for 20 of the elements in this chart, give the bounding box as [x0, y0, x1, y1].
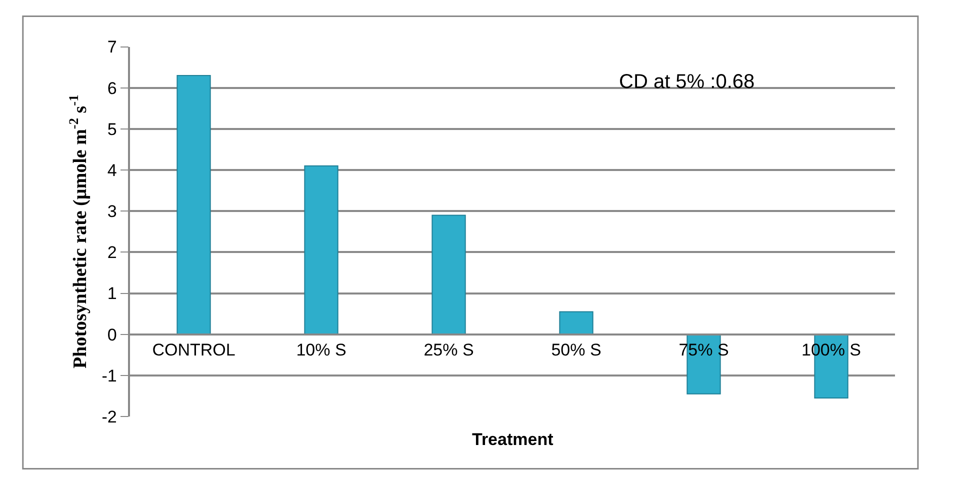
x-tick-label: 25% S	[424, 340, 474, 360]
y-tick-label: 3	[107, 202, 117, 222]
annotation: CD at 5% :0.68	[619, 71, 755, 93]
y-tick-label: -2	[102, 407, 117, 426]
bar	[176, 75, 211, 335]
x-axis-title: Treatment	[472, 430, 554, 449]
y-tick-label: 7	[107, 38, 117, 57]
y-tick-label: 4	[107, 160, 117, 180]
y-tick-label: 2	[107, 243, 117, 262]
y-tick-label: 1	[107, 284, 117, 304]
x-tick-label: 50% S	[551, 340, 602, 360]
bar	[304, 165, 338, 335]
y-tick-label: 5	[107, 120, 117, 139]
x-tick-label: CONTROL	[152, 340, 236, 360]
y-tick-label: 6	[107, 78, 117, 98]
bar	[559, 311, 594, 335]
bar	[432, 214, 466, 335]
y-tick-label: -1	[102, 366, 117, 386]
y-tick-label: 0	[107, 325, 117, 344]
x-tick-label: 10% S	[296, 340, 346, 360]
